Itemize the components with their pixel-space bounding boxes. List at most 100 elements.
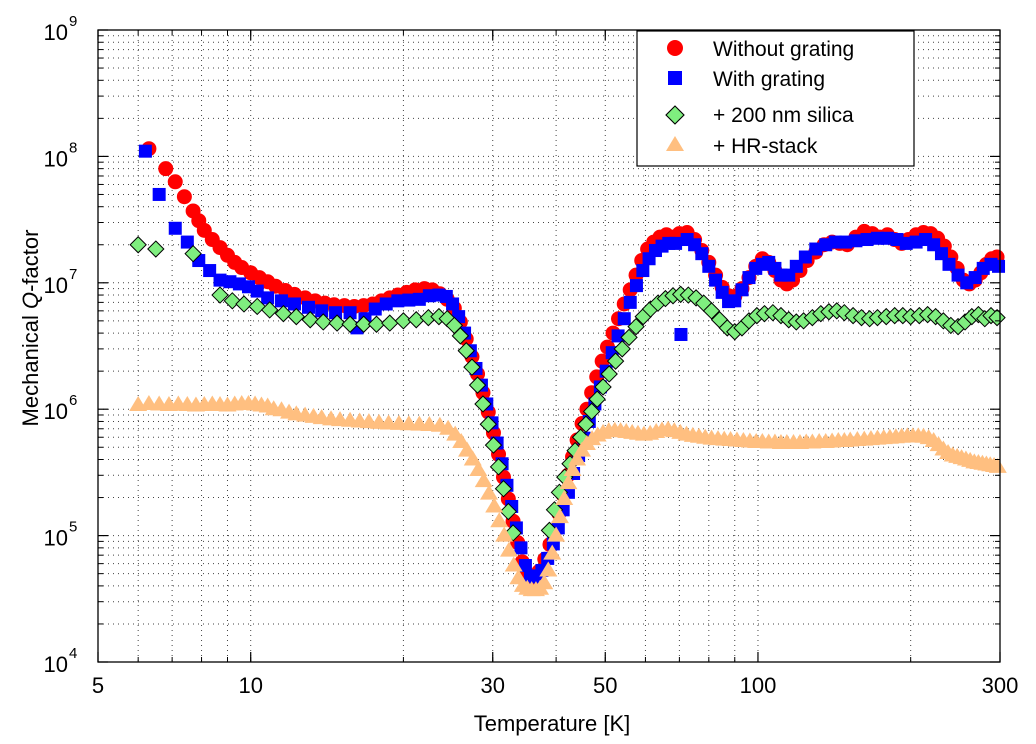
data-point: [695, 247, 709, 261]
data-point: [274, 294, 288, 308]
data-point: [211, 286, 229, 304]
legend-marker-with-grating: [668, 71, 682, 85]
data-point: [577, 415, 595, 433]
series-diamond: [129, 236, 1006, 542]
data-point: [709, 273, 723, 287]
x-tick-label: 100: [740, 673, 777, 698]
data-point: [480, 484, 499, 500]
data-point: [942, 257, 956, 271]
data-point: [184, 244, 202, 263]
data-point: [798, 250, 812, 264]
data-point: [568, 450, 587, 466]
data-point: [860, 233, 874, 247]
legend-marker-without-grating: [667, 40, 683, 56]
legend-label-with-grating: With grating: [713, 68, 825, 91]
data-point: [367, 315, 386, 333]
data-point: [158, 161, 174, 177]
data-point: [314, 313, 332, 331]
y-tick-exponent: 4: [69, 645, 77, 662]
data-point: [469, 461, 488, 477]
data-point: [934, 247, 948, 261]
legend: Without grating With grating + 200 nm si…: [636, 30, 915, 167]
data-point: [728, 294, 742, 308]
y-tick-exponent: 9: [69, 13, 77, 30]
data-point: [504, 556, 523, 572]
data-point: [550, 508, 569, 524]
x-tick-label: 30: [480, 673, 504, 698]
data-point: [600, 365, 618, 383]
data-point: [474, 472, 493, 488]
data-point: [588, 390, 606, 408]
data-point: [302, 300, 316, 314]
axes-frame: [97, 29, 1001, 663]
legend-marker-silica: [665, 105, 685, 125]
legend-label-silica: + 200 nm silica: [713, 104, 854, 127]
data-point: [992, 259, 1006, 273]
y-tick-exponent: 8: [69, 139, 77, 156]
data-point: [457, 342, 475, 360]
x-tick-label: 300: [982, 673, 1019, 698]
x-tick-label: 10: [238, 673, 262, 698]
data-point: [288, 297, 302, 311]
data-point: [213, 273, 227, 287]
y-tick-label: 10: [44, 399, 68, 424]
legend-marker-hr-stack: [666, 136, 684, 151]
data-point: [412, 292, 426, 306]
data-point: [489, 458, 508, 476]
data-point: [702, 259, 716, 273]
data-point: [287, 307, 306, 326]
data-point: [315, 304, 329, 318]
data-point: [301, 311, 319, 329]
y-tick-label: 10: [44, 526, 68, 551]
y-tick-exponent: 6: [69, 392, 77, 409]
data-point: [611, 329, 625, 343]
x-tick-label: 50: [593, 673, 617, 698]
data-point: [669, 236, 683, 250]
data-point: [559, 474, 578, 490]
data-point: [623, 295, 637, 309]
y-tick-label: 10: [44, 273, 68, 298]
data-point: [627, 317, 645, 336]
data-point: [250, 284, 264, 298]
series-triangle: [129, 394, 1007, 597]
data-point: [168, 221, 182, 235]
y-tick-label: 10: [44, 652, 68, 677]
data-point: [582, 402, 601, 421]
data-point: [563, 461, 582, 477]
data-point: [235, 295, 253, 313]
data-point: [495, 526, 514, 542]
data-markers: [129, 141, 1007, 597]
data-point: [381, 314, 399, 332]
legend-label-hr-stack: + HR-stack: [713, 135, 818, 158]
data-point: [543, 544, 562, 560]
data-point: [138, 144, 152, 158]
legend-box: [636, 30, 915, 167]
y-tick-exponent: 5: [69, 519, 77, 536]
data-point: [485, 497, 504, 513]
data-point: [328, 314, 346, 332]
data-point: [735, 283, 749, 297]
data-point: [494, 479, 513, 498]
y-axis-label-prefix: Mechanical: [18, 309, 43, 426]
data-point: [248, 297, 266, 316]
data-point: [260, 301, 279, 319]
data-point: [606, 352, 625, 370]
data-point: [129, 236, 147, 254]
data-point: [539, 561, 558, 577]
data-point: [500, 541, 519, 557]
y-axis-label-symbol: Q: [18, 292, 43, 309]
data-point: [828, 235, 842, 249]
data-point: [147, 240, 165, 258]
data-point: [870, 231, 884, 245]
data-point: [702, 302, 721, 320]
data-point: [402, 293, 416, 307]
data-point: [839, 235, 853, 249]
data-point: [368, 302, 382, 316]
data-point: [468, 376, 487, 394]
data-point: [535, 574, 554, 590]
x-axis-label: Temperature [K]: [474, 711, 631, 736]
data-point: [547, 526, 566, 542]
data-point: [343, 306, 357, 320]
data-point: [261, 291, 275, 305]
y-tick-label: 10: [44, 146, 68, 171]
